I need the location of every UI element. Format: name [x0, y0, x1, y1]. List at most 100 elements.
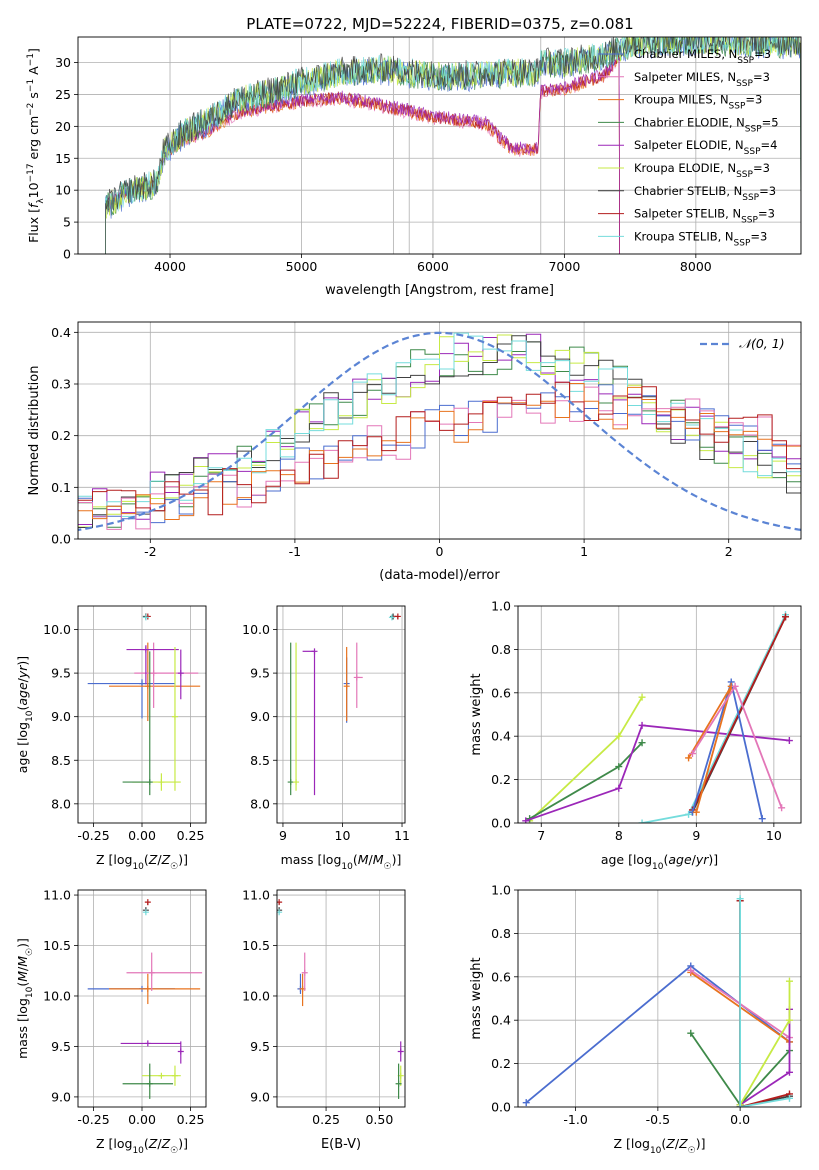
y-tick-label: 10.5 [242, 938, 270, 953]
legend-label: Kroupa MILES, NSSP=3 [634, 93, 762, 112]
x-tick-label: 10 [766, 828, 782, 843]
errorbar-salpeter-elodie [126, 645, 179, 685]
y-tick-label: 11.0 [242, 888, 270, 903]
errorbar-chabrier-elodie [287, 642, 294, 796]
y-axis-label: mass [log10(M/M☉)] [15, 938, 35, 1059]
x-axis-label: (data-model)/error [379, 568, 500, 583]
x-tick-label: 9 [279, 828, 287, 843]
errorbar-kroupa-elodie [171, 1065, 178, 1086]
axes-frame [77, 321, 802, 540]
x-tick-label: 1 [580, 544, 588, 559]
y-tick-label: 0.8 [491, 642, 511, 657]
legend-label: Salpeter MILES, NSSP=3 [634, 70, 770, 89]
data-point [287, 779, 294, 786]
x-tick-label: 7000 [548, 259, 580, 274]
data-point [638, 819, 646, 823]
errorbar-kroupa-stelib [142, 614, 149, 621]
panel-mass_vs_Z: -0.25 0.00 0.25 9.0 9.5 10.0 10.5 11.0 [43, 888, 207, 1127]
data-point [142, 909, 149, 916]
errorbar-salpeter-miles [353, 642, 363, 708]
y-tick-label: 0.6 [491, 969, 511, 984]
x-tick-label: 11 [394, 828, 410, 843]
plot-area [287, 613, 401, 796]
data-point [758, 815, 766, 823]
data-point [171, 713, 178, 720]
x-axis-label: mass [log10(M/M☉)] [281, 852, 402, 872]
data-point [395, 1080, 402, 1087]
errorbar-kroupa-elodie [293, 642, 300, 791]
x-tick-label: 0.50 [365, 1112, 393, 1127]
y-tick-label: 9.0 [51, 709, 71, 724]
errorbar-salpeter-miles [301, 952, 308, 991]
data-point [311, 648, 318, 655]
data-point [144, 899, 151, 906]
y-tick-label: 0.2 [491, 1056, 511, 1071]
panel-spectrum: 4000 5000 6000 7000 8000 0 5 10 15 20 25 30 [55, 36, 802, 274]
data-point [353, 674, 360, 681]
data-point [615, 784, 623, 792]
y-tick-label: 0.8 [491, 926, 511, 941]
plot-area [105, 37, 801, 254]
panel-weight_vs_age: 7 8 9 10 0.0 0.2 0.4 0.6 0.8 1.0 [491, 599, 802, 843]
x-tick-label: 0.25 [177, 828, 205, 843]
y-tick-label: 10.0 [43, 988, 71, 1003]
data-point [615, 732, 623, 740]
y-tick-label: 20 [55, 119, 71, 134]
y-tick-label: 9.5 [250, 666, 270, 681]
y-tick-label: 15 [55, 151, 71, 166]
errorbar-salpeter-miles [126, 952, 203, 991]
panel-mass_vs_EBV: 0.25 0.50 9.0 9.5 10.0 10.5 11.0 [242, 888, 406, 1127]
y-tick-label: 10.0 [43, 622, 71, 637]
panel-weight_vs_Z: -1.0 -0.5 0.0 0.0 0.2 0.4 0.6 0.8 1.0 [491, 883, 802, 1127]
y-axis-label: Flux [fλ10−17 erg cm−2 s−1 A−1] [26, 48, 46, 243]
x-axis-label: E(B-V) [321, 1137, 361, 1152]
y-tick-label: 10.0 [242, 622, 270, 637]
data-point [139, 680, 145, 687]
y-tick-label: 0.2 [51, 428, 71, 443]
legend-label: Chabrier ELODIE, NSSP=5 [634, 115, 779, 134]
data-point [177, 1048, 184, 1055]
data-point [522, 817, 530, 823]
y-tick-label: 8.5 [250, 753, 270, 768]
x-tick-label: -1 [289, 544, 301, 559]
spectrum-line-salpeter-stelib [105, 54, 620, 254]
errorbar-salpeter-stelib [144, 899, 151, 906]
legend-label: Chabrier MILES, NSSP=3 [634, 47, 771, 66]
plot-area [522, 895, 793, 1107]
y-axis-label: mass weight [469, 957, 484, 1039]
data-point [142, 646, 149, 653]
errorbar-chabrier-elodie [122, 1063, 174, 1099]
y-tick-label: 0.6 [491, 685, 511, 700]
x-tick-label: 0.25 [312, 1112, 340, 1127]
plot-area [277, 899, 404, 1099]
errorbar-kroupa-miles [343, 646, 350, 722]
y-tick-label: 8.0 [250, 796, 270, 811]
x-axis-label: age [log10(age/yr)] [601, 852, 718, 872]
data-point [785, 1016, 793, 1024]
data-point [394, 613, 401, 620]
x-tick-label: 5000 [286, 259, 318, 274]
plot-area [522, 611, 793, 823]
x-tick-label: 0.0 [730, 1112, 750, 1127]
data-point [158, 779, 165, 786]
data-point [785, 737, 793, 745]
spectrum-line-kroupa-miles [105, 54, 620, 254]
y-tick-label: 9.0 [250, 709, 270, 724]
data-point [177, 670, 184, 677]
y-tick-label: 9.5 [51, 1039, 71, 1054]
histogram-salpeter-stelib [78, 381, 801, 516]
errorbar-salpeter-stelib [393, 613, 401, 620]
y-tick-label: 0.1 [51, 480, 71, 495]
x-tick-label: -0.5 [646, 1112, 670, 1127]
y-tick-label: 0.4 [491, 1013, 511, 1028]
y-tick-label: 0.0 [51, 532, 71, 547]
errorbar-kroupa-stelib [388, 614, 395, 621]
data-point [736, 1103, 744, 1107]
x-tick-label: -1.0 [563, 1112, 587, 1127]
weight-line-chabrier-miles [688, 678, 766, 823]
figure-title: PLATE=0722, MJD=52224, FIBERID=0375, z=0… [246, 15, 633, 33]
errorbar-chabrier-elodie [395, 1063, 402, 1099]
data-point [146, 779, 153, 786]
axes-frame [276, 889, 406, 1108]
y-tick-label: 30 [55, 55, 71, 70]
